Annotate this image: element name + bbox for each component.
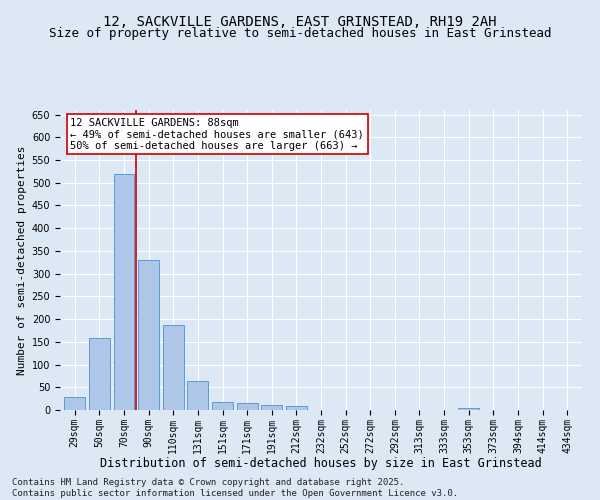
Text: Contains HM Land Registry data © Crown copyright and database right 2025.
Contai: Contains HM Land Registry data © Crown c… <box>12 478 458 498</box>
X-axis label: Distribution of semi-detached houses by size in East Grinstead: Distribution of semi-detached houses by … <box>100 457 542 470</box>
Bar <box>212 402 233 410</box>
Text: 12 SACKVILLE GARDENS: 88sqm
← 49% of semi-detached houses are smaller (643)
50% : 12 SACKVILLE GARDENS: 88sqm ← 49% of sem… <box>70 118 364 150</box>
Bar <box>163 324 184 410</box>
Bar <box>286 406 307 410</box>
Bar <box>261 406 282 410</box>
Bar <box>236 403 257 410</box>
Bar <box>64 398 85 410</box>
Text: 12, SACKVILLE GARDENS, EAST GRINSTEAD, RH19 2AH: 12, SACKVILLE GARDENS, EAST GRINSTEAD, R… <box>103 15 497 29</box>
Y-axis label: Number of semi-detached properties: Number of semi-detached properties <box>17 145 28 375</box>
Bar <box>187 382 208 410</box>
Bar <box>458 408 479 410</box>
Bar <box>89 338 110 410</box>
Bar <box>113 174 134 410</box>
Bar <box>138 260 159 410</box>
Text: Size of property relative to semi-detached houses in East Grinstead: Size of property relative to semi-detach… <box>49 28 551 40</box>
